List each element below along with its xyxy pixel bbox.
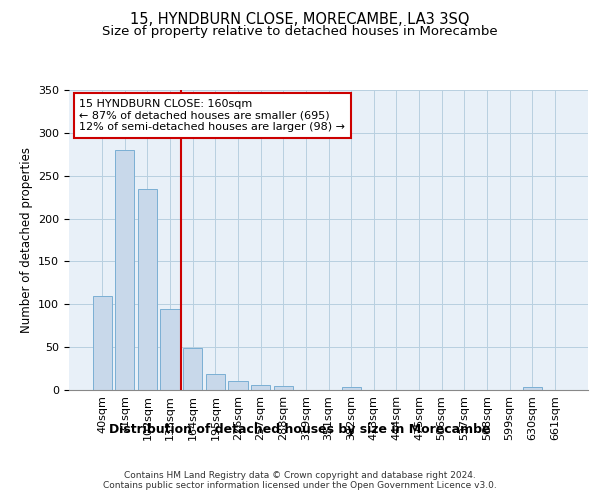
Bar — [251, 385, 270, 390]
Bar — [523, 388, 542, 390]
Bar — [206, 374, 225, 390]
Text: 15 HYNDBURN CLOSE: 160sqm
← 87% of detached houses are smaller (695)
12% of semi: 15 HYNDBURN CLOSE: 160sqm ← 87% of detac… — [79, 99, 346, 132]
Text: Distribution of detached houses by size in Morecambe: Distribution of detached houses by size … — [109, 422, 491, 436]
Bar — [274, 386, 293, 390]
Bar — [138, 190, 157, 390]
Bar — [160, 308, 180, 390]
Text: 15, HYNDBURN CLOSE, MORECAMBE, LA3 3SQ: 15, HYNDBURN CLOSE, MORECAMBE, LA3 3SQ — [130, 12, 470, 28]
Bar — [341, 386, 361, 390]
Text: Size of property relative to detached houses in Morecambe: Size of property relative to detached ho… — [102, 25, 498, 38]
Bar — [115, 150, 134, 390]
Bar — [229, 380, 248, 390]
Bar — [92, 296, 112, 390]
Y-axis label: Number of detached properties: Number of detached properties — [20, 147, 32, 333]
Text: Contains HM Land Registry data © Crown copyright and database right 2024.
Contai: Contains HM Land Registry data © Crown c… — [103, 470, 497, 490]
Bar — [183, 348, 202, 390]
